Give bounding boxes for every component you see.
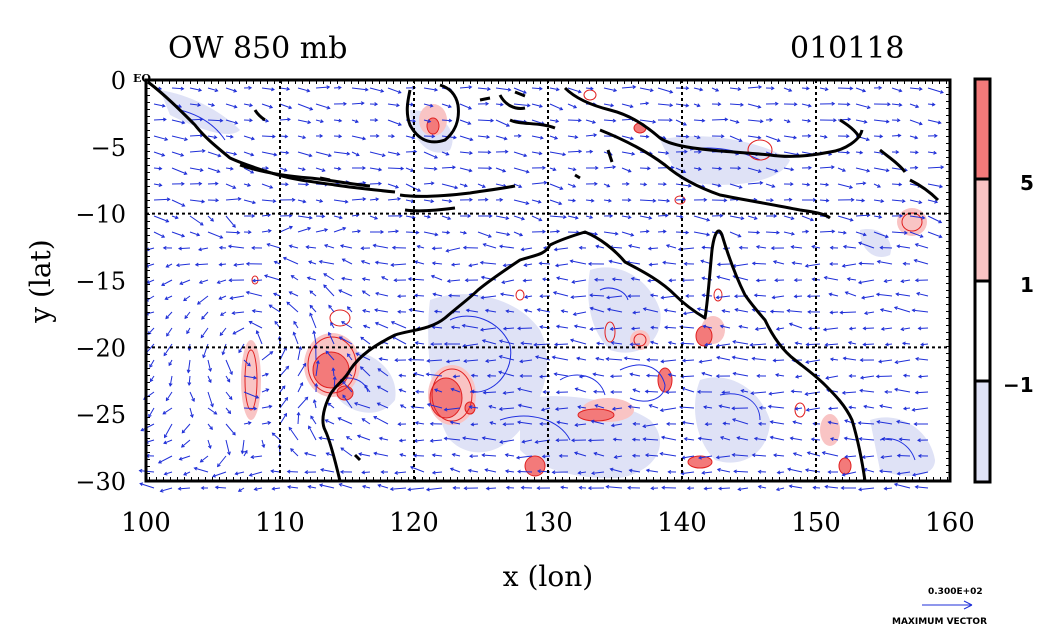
wind-vector [568,120,581,121]
y-axis-label: y (lat) [24,239,57,323]
wind-vector [809,328,820,329]
wind-vector [244,408,256,409]
wind-vector [863,328,874,329]
y-tick-label: −25 [75,401,126,429]
x-tick-label: 130 [523,508,573,538]
title-left: OW 850 mb [168,31,347,66]
wind-vector [753,263,766,264]
colorbar: 5 1 −1 [975,79,1034,482]
colorbar-segment-neutral [975,281,990,381]
wind-vector [140,484,154,489]
wind-vector [406,152,416,153]
wind-vector [877,376,892,377]
wind-vector [773,360,784,361]
wind-vector [838,88,853,89]
wind-vector [370,184,381,185]
y-tick-label: −5 [91,134,126,162]
wind-vector [555,344,568,345]
wind-vector [806,344,820,345]
wind-vector [859,263,874,264]
wind-vector [820,231,834,232]
y-tick-label: −15 [75,268,126,296]
wind-vector [840,312,856,313]
wind-vector [208,120,223,121]
vector-key-value: 0.300E+02 [928,587,983,597]
wind-vector [718,264,730,265]
wind-vector [568,232,579,233]
wind-vector [568,151,581,152]
wind-vector [518,328,532,329]
wind-vector [589,440,604,441]
wind-vector [898,456,910,457]
wind-vector [406,232,419,233]
plot-area [140,80,951,492]
wind-vector [681,343,694,344]
y-tick-labels: 0 −5 −10 −15 −20 −25 −30 [75,67,126,496]
wind-vector [712,119,727,120]
y-tick-label: −10 [75,201,126,229]
colorbar-segment-light [975,179,990,281]
wind-vector [449,296,460,297]
wind-vector [298,184,308,185]
wind-vector [681,376,694,377]
wind-vector [895,484,910,488]
wind-vector [916,392,928,393]
wind-vector [748,232,759,233]
x-tick-label: 100 [121,508,171,538]
colorbar-segment-negative [975,381,990,482]
vector-key-label: MAXIMUM VECTOR [892,617,987,627]
x-tick-label: 110 [255,508,305,538]
colorbar-label-1: 1 [1020,273,1034,297]
wind-vector [478,120,493,121]
wind-vector [647,376,658,377]
y-tick-label: 0 [111,67,126,95]
y-tick-label: −30 [75,468,126,496]
wind-vector [771,311,784,312]
title-right: 010118 [790,31,905,66]
wind-vector [388,168,403,169]
colorbar-segment-strong [975,79,990,179]
wind-vector [154,119,166,120]
wind-vector [190,135,203,136]
wind-vector [646,391,658,392]
x-tick-label: 150 [791,508,841,538]
x-tick-label: 140 [657,508,707,538]
wind-vector [288,472,298,473]
colorbar-label-neg1: −1 [1003,373,1034,397]
vector-key: 0.300E+02 MAXIMUM VECTOR [892,587,987,627]
wind-vector [766,232,779,233]
wind-vector [262,136,275,137]
x-tick-labels: 100 110 120 130 140 150 160 [121,508,975,538]
wind-vector [154,199,170,200]
wind-vector [518,472,532,473]
equator-label: EQ [133,72,151,85]
x-tick-label: 120 [389,508,439,538]
wind-vector [734,471,748,472]
y-tick-label: −20 [75,334,126,362]
colorbar-label-5: 5 [1020,171,1034,195]
x-axis-label: x (lon) [503,560,593,593]
x-tick-label: 160 [925,508,975,538]
